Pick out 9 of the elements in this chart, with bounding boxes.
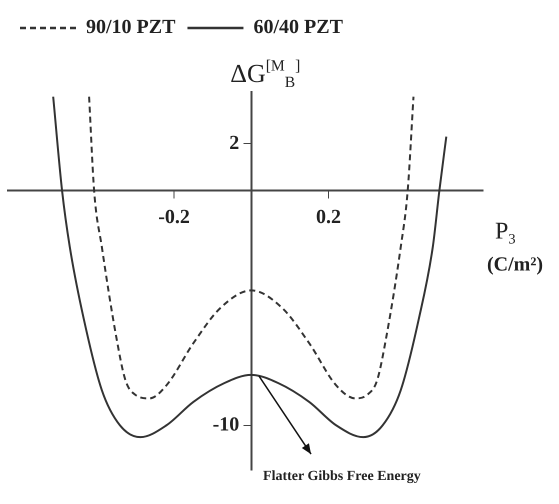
x-tick-label: -0.2: [158, 206, 190, 228]
annotation: Flatter Gibbs Free Energy: [263, 469, 421, 484]
y-tick-label: -10: [212, 414, 240, 436]
line-series: [52, 96, 448, 438]
line-series: [88, 96, 414, 400]
y-tick-label: 2: [229, 132, 240, 154]
x-tick-label: 0.2: [316, 206, 342, 228]
legend-label: 90/10 PZT: [86, 16, 176, 38]
legend-label: 60/40 PZT: [253, 16, 344, 38]
